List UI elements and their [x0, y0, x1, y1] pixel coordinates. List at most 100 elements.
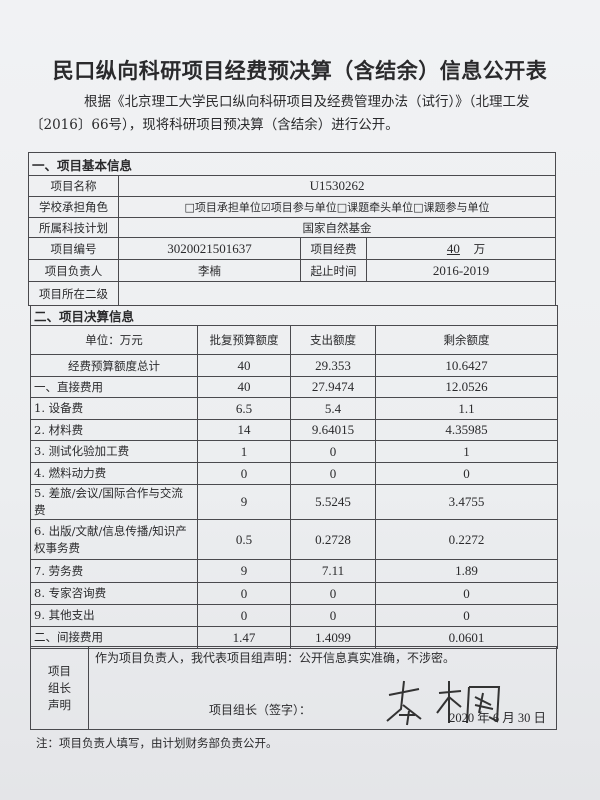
budget-row-other: 9. 其他支出 0 0 0	[30, 604, 559, 627]
budget-table: 二、项目决算信息 单位：万元 批复预算额度 支出额度 剩余额度 经费预算额度总计…	[29, 305, 559, 649]
funding-value: 40 万	[365, 237, 557, 260]
item-label: 1. 设备费	[30, 397, 198, 420]
header-unit: 单位：万元	[30, 325, 198, 355]
declaration-label: 项目组长声明	[30, 646, 89, 730]
remaining-amount: 0.2272	[374, 519, 559, 560]
spent-amount: 27.9474	[290, 376, 376, 398]
remaining-amount: 0	[374, 604, 559, 627]
item-label: 3. 测试化验加工费	[30, 440, 198, 463]
declaration-cell: 作为项目负责人，我代表项目组声明：公开信息真实准确，不涉密。 项目组长（签字）：…	[88, 646, 557, 730]
item-label: 5. 差旅/会议/国际合作与交流费	[30, 484, 198, 520]
project-name: U1530262	[117, 175, 557, 197]
approved-amount: 0	[197, 582, 291, 605]
approved-amount: 14	[197, 419, 291, 441]
budget-row-testing: 3. 测试化验加工费 1 0 1	[30, 440, 559, 463]
remaining-amount: 1	[374, 440, 559, 463]
project-number: 3020021501637	[118, 237, 301, 260]
role-label: 学校承担角色	[28, 196, 119, 218]
budget-row-publication: 6. 出版/文献/信息传播/知识产权事务费 0.5 0.2728 0.2272	[30, 519, 559, 560]
item-label: 9. 其他支出	[30, 604, 198, 627]
declaration-label-text: 项目组长声明	[48, 663, 71, 712]
approved-amount: 40	[197, 376, 291, 398]
role-label: 项目参与单位	[270, 201, 337, 214]
approved-amount: 9	[197, 484, 291, 520]
section-basic-info: 一、项目基本信息	[27, 152, 557, 176]
header-remaining: 剩余额度	[374, 325, 559, 355]
approved-amount: 0	[197, 604, 291, 627]
funding-amount: 40	[446, 240, 460, 256]
page-title: 民口纵向科研项目经费预决算（含结余）信息公开表	[52, 59, 548, 83]
checked-box-icon: ☑	[260, 201, 271, 214]
declaration-table: 项目组长声明 作为项目负责人，我代表项目组声明：公开信息真实准确，不涉密。 项目…	[30, 646, 557, 730]
budget-row-labor: 7. 劳务费 9 7.11 1.89	[30, 559, 559, 583]
spent-amount: 0	[290, 604, 376, 627]
role-label: 课题参与单位	[423, 201, 490, 214]
budget-row-materials: 2. 材料费 14 9.64015 4.35985	[30, 419, 559, 441]
item-label: 一、直接费用	[30, 376, 198, 398]
item-label: 6. 出版/文献/信息传播/知识产权事务费	[30, 519, 198, 560]
spent-amount: 9.64015	[290, 419, 376, 441]
basic-info-table: 一、项目基本信息 项目名称 U1530262 学校承担角色 □项目承担单位☑项目参与…	[27, 152, 557, 306]
declaration-text: 作为项目负责人，我代表项目组声明：公开信息真实准确，不涉密。	[95, 651, 456, 665]
remaining-amount: 3.4755	[374, 484, 559, 520]
approved-amount: 0	[197, 462, 291, 485]
leader-label: 项目负责人	[28, 259, 119, 282]
approved-amount: 0.5	[197, 519, 291, 560]
period-label: 起止时间	[300, 259, 367, 282]
spent-amount: 0	[290, 582, 376, 605]
number-label: 项目编号	[28, 237, 119, 260]
item-label: 7. 劳务费	[30, 559, 198, 583]
section-budget-info: 二、项目决算信息	[29, 305, 559, 326]
spent-amount: 0	[290, 440, 376, 463]
name-label: 项目名称	[28, 175, 119, 197]
approved-amount: 40	[197, 354, 291, 377]
budget-row-fuel: 4. 燃料动力费 0 0 0	[30, 462, 559, 485]
spent-amount: 5.4	[290, 397, 376, 420]
item-label: 经费预算额度总计	[30, 354, 198, 377]
leader-value: 李楠	[118, 259, 301, 282]
role-option: □项目承担单位	[184, 201, 260, 214]
remaining-amount: 1.89	[374, 559, 559, 583]
spent-amount: 29.353	[290, 354, 376, 377]
budget-row-travel: 5. 差旅/会议/国际合作与交流费 9 5.5245 3.4755	[30, 484, 559, 520]
remaining-amount: 0	[374, 462, 559, 485]
spent-amount: 7.11	[290, 559, 376, 583]
dept-label: 项目所在二级	[28, 281, 119, 306]
item-label: 8. 专家咨询费	[30, 582, 198, 605]
role-option: □课题牵头单位	[337, 201, 413, 214]
plan-label: 所属科技计划	[28, 217, 119, 238]
funding-label: 项目经费	[300, 237, 367, 260]
header-approved: 批复预算额度	[197, 325, 291, 355]
spent-amount: 0	[290, 462, 376, 485]
plan-value: 国家自然基金	[117, 217, 557, 238]
sign-label: 项目组长（签字）：	[209, 703, 312, 717]
approved-amount: 6.5	[197, 397, 291, 420]
signature	[386, 680, 501, 726]
spent-amount: 0.2728	[290, 519, 376, 560]
budget-row-indirect: 二、间接费用 1.47 1.4099 0.0601	[30, 626, 559, 649]
dept-value	[117, 281, 557, 306]
remaining-amount: 1.1	[374, 397, 559, 420]
unchecked-box-icon: □	[413, 201, 424, 214]
remaining-amount: 4.35985	[374, 419, 559, 441]
remaining-amount: 10.6427	[374, 354, 559, 377]
footnote: 注：项目负责人填写，由计划财务部负责公开。	[36, 736, 278, 750]
role-label: 课题牵头单位	[347, 201, 414, 214]
spent-amount: 5.5245	[290, 484, 376, 520]
approved-amount: 1	[197, 440, 291, 463]
role-option: ☑项目参与单位	[261, 201, 337, 214]
header-spent: 支出额度	[290, 325, 376, 355]
budget-row-equipment: 1. 设备费 6.5 5.4 1.1	[30, 397, 559, 420]
budget-row-direct: 一、直接费用 40 27.9474 12.0526	[30, 376, 559, 398]
remaining-amount: 0	[374, 582, 559, 605]
unchecked-box-icon: □	[336, 201, 348, 214]
budget-row-consulting: 8. 专家咨询费 0 0 0	[30, 582, 559, 605]
remaining-amount: 12.0526	[374, 376, 559, 398]
unchecked-box-icon: □	[184, 201, 195, 214]
funding-unit: 万	[473, 241, 486, 256]
role-label: 项目承担单位	[194, 201, 261, 214]
intro-paragraph: 根据《北京理工大学民口纵向科研项目及经费管理办法（试行）》（北理工发〔2016〕…	[30, 94, 530, 133]
role-option: □课题参与单位	[413, 201, 489, 214]
approved-amount: 9	[197, 559, 291, 583]
